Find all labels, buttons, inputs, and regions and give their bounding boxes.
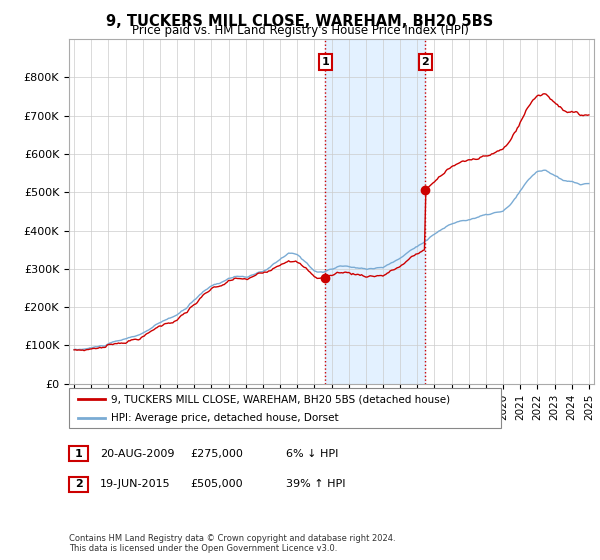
Text: 39% ↑ HPI: 39% ↑ HPI	[286, 479, 346, 489]
Text: £275,000: £275,000	[190, 449, 243, 459]
Text: 19-JUN-2015: 19-JUN-2015	[100, 479, 171, 489]
Text: 6% ↓ HPI: 6% ↓ HPI	[286, 449, 338, 459]
Text: 2: 2	[421, 57, 429, 67]
Text: 2: 2	[75, 479, 82, 489]
Text: Contains HM Land Registry data © Crown copyright and database right 2024.
This d: Contains HM Land Registry data © Crown c…	[69, 534, 395, 553]
Text: 1: 1	[75, 449, 82, 459]
Text: 9, TUCKERS MILL CLOSE, WAREHAM, BH20 5BS (detached house): 9, TUCKERS MILL CLOSE, WAREHAM, BH20 5BS…	[111, 394, 450, 404]
Text: HPI: Average price, detached house, Dorset: HPI: Average price, detached house, Dors…	[111, 413, 338, 423]
Text: 9, TUCKERS MILL CLOSE, WAREHAM, BH20 5BS: 9, TUCKERS MILL CLOSE, WAREHAM, BH20 5BS	[106, 14, 494, 29]
Text: 1: 1	[322, 57, 329, 67]
Text: 20-AUG-2009: 20-AUG-2009	[100, 449, 175, 459]
Text: Price paid vs. HM Land Registry's House Price Index (HPI): Price paid vs. HM Land Registry's House …	[131, 24, 469, 36]
Text: £505,000: £505,000	[190, 479, 243, 489]
Bar	[325, 39, 425, 384]
